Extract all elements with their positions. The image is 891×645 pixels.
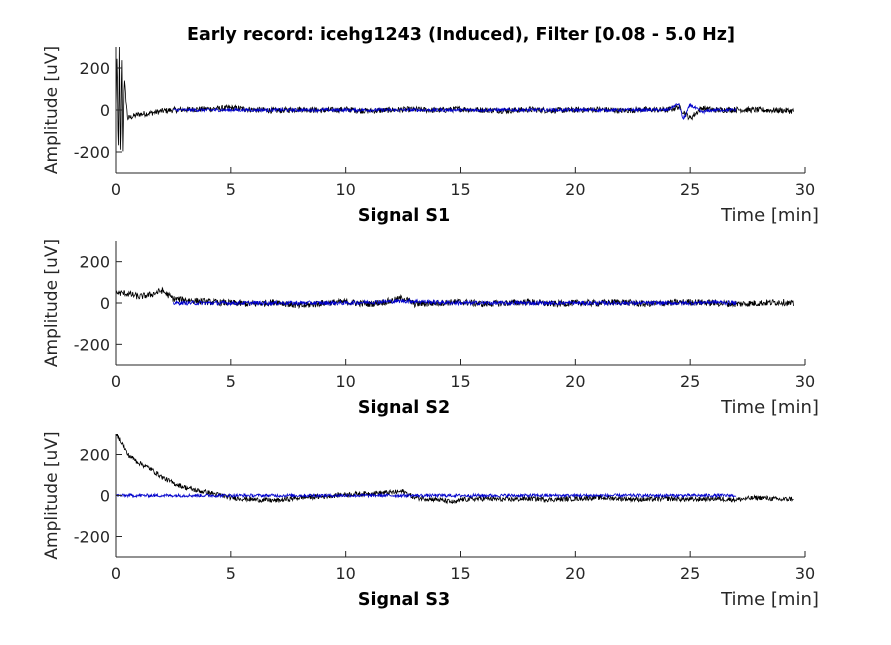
x-tick-label: 5 bbox=[226, 564, 236, 583]
x-tick-label: 10 bbox=[335, 564, 355, 583]
panel-label: Signal S3 bbox=[358, 590, 450, 610]
x-axis-label: Time [min] bbox=[720, 397, 819, 418]
x-tick-label: 15 bbox=[450, 180, 470, 199]
x-tick-label: 20 bbox=[565, 372, 585, 391]
x-tick-label: 25 bbox=[680, 564, 700, 583]
panel-label: Signal S1 bbox=[358, 206, 450, 226]
x-tick-label: 0 bbox=[111, 564, 121, 583]
panel-3-series-2 bbox=[116, 492, 737, 499]
panel-1-series-1 bbox=[116, 47, 794, 152]
y-tick-label: -200 bbox=[74, 528, 110, 547]
x-axis-label: Time [min] bbox=[720, 589, 819, 610]
panel-3-series-1 bbox=[116, 434, 794, 505]
panel-2-series-2 bbox=[173, 297, 737, 307]
y-tick-label: 200 bbox=[79, 253, 110, 272]
panel-1-series-2 bbox=[173, 103, 737, 121]
x-tick-label: 5 bbox=[226, 372, 236, 391]
x-tick-label: 10 bbox=[335, 372, 355, 391]
y-tick-label: 200 bbox=[79, 59, 110, 78]
y-axis-label: Amplitude [uV] bbox=[42, 431, 62, 559]
panel-label: Signal S2 bbox=[358, 398, 450, 418]
x-axis-label: Time [min] bbox=[720, 205, 819, 226]
x-tick-label: 25 bbox=[680, 180, 700, 199]
x-tick-label: 15 bbox=[450, 372, 470, 391]
x-tick-label: 20 bbox=[565, 180, 585, 199]
x-tick-label: 10 bbox=[335, 180, 355, 199]
x-tick-label: 25 bbox=[680, 372, 700, 391]
x-tick-label: 20 bbox=[565, 564, 585, 583]
y-tick-label: 200 bbox=[79, 446, 110, 465]
x-tick-label: 30 bbox=[795, 372, 815, 391]
x-tick-label: 5 bbox=[226, 180, 236, 199]
y-tick-label: 0 bbox=[100, 294, 110, 313]
x-tick-label: 15 bbox=[450, 564, 470, 583]
chart-title: Early record: icehg1243 (Induced), Filte… bbox=[187, 25, 735, 45]
y-tick-label: -200 bbox=[74, 335, 110, 354]
x-tick-label: 0 bbox=[111, 180, 121, 199]
y-tick-label: 0 bbox=[100, 101, 110, 120]
x-tick-label: 30 bbox=[795, 180, 815, 199]
y-axis-label: Amplitude [uV] bbox=[42, 239, 62, 367]
x-tick-label: 0 bbox=[111, 372, 121, 391]
y-axis-label: Amplitude [uV] bbox=[42, 46, 62, 174]
y-tick-label: -200 bbox=[74, 143, 110, 162]
y-tick-label: 0 bbox=[100, 487, 110, 506]
x-tick-label: 30 bbox=[795, 564, 815, 583]
